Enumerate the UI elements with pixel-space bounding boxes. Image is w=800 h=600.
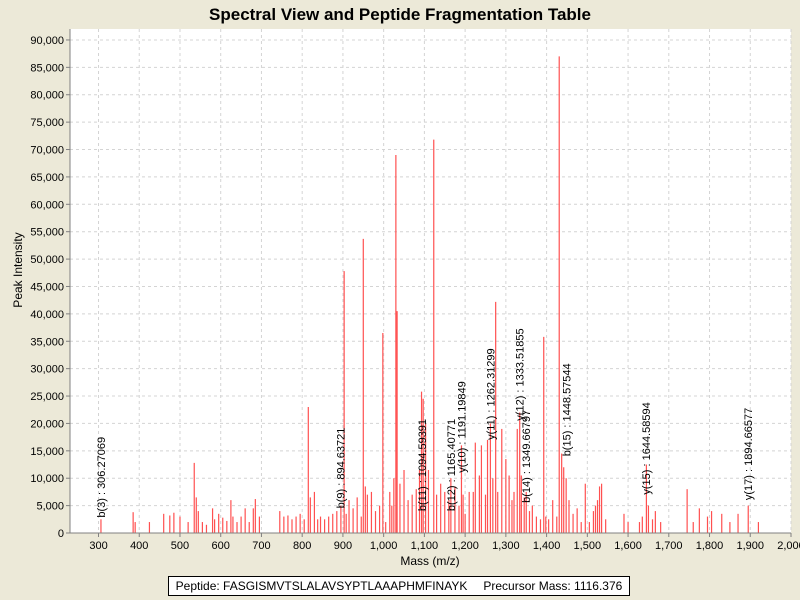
y-tick-label: 90,000	[30, 35, 64, 47]
x-tick-label: 1,600	[614, 540, 642, 552]
peaks	[100, 56, 760, 533]
peptide-info-box: Peptide: FASGISMVTSLALAVSYPTLAAAPHMFINAY…	[168, 576, 630, 596]
chart-title: Spectral View and Peptide Fragmentation …	[209, 5, 591, 24]
y-tick-label: 45,000	[30, 281, 64, 293]
y-tick-label: 15,000	[30, 446, 64, 458]
peptide-sequence: Peptide: FASGISMVTSLALAVSYPTLAAAPHMFINAY…	[175, 579, 468, 593]
fragment-annotation: b(9) : 894.63721	[336, 428, 348, 509]
grid-lines	[70, 29, 792, 533]
x-axis-label: Mass (m/z)	[400, 554, 459, 568]
y-tick-label: 25,000	[30, 391, 64, 403]
y-tick-label: 60,000	[30, 199, 64, 211]
x-tick-label: 400	[130, 540, 148, 552]
x-tick-label: 1,200	[451, 540, 479, 552]
y-tick-label: 35,000	[30, 336, 64, 348]
fragment-annotation: b(3) : 306.27069	[96, 437, 108, 518]
fragment-annotation: y(10) : 1191.19849	[457, 381, 469, 473]
y-tick-label: 70,000	[30, 145, 64, 157]
peak-annotations: b(3) : 306.27069 b(9) : 894.63721 b(11) : …	[96, 328, 755, 517]
x-tick-label: 1,000	[370, 540, 398, 552]
fragment-annotation: y(12) : 1333.51855	[515, 328, 527, 420]
x-tick-label: 1,400	[533, 540, 561, 552]
fragment-annotation: b(14) : 1349.66797	[521, 410, 533, 503]
fragment-annotation: b(15) : 1448.57544	[561, 363, 573, 456]
y-tick-label: 65,000	[30, 172, 64, 184]
fragment-annotation: b(12) : 1165.40771	[446, 419, 458, 511]
x-tick-label: 500	[171, 540, 189, 552]
x-tick-label: 2,000	[777, 540, 800, 552]
x-tick-label: 1,300	[492, 540, 520, 552]
x-tick-label: 300	[89, 540, 107, 552]
x-tick-label: 1,700	[655, 540, 683, 552]
fragment-annotation: y(15) : 1644.58594	[641, 402, 653, 494]
y-tick-label: 55,000	[30, 227, 64, 239]
y-tick-label: 80,000	[30, 90, 64, 102]
x-tick-label: 1,500	[574, 540, 602, 552]
y-tick-label: 20,000	[30, 418, 64, 430]
x-tick-label: 1,800	[696, 540, 724, 552]
y-tick-label: 40,000	[30, 309, 64, 321]
fragment-annotation: y(11) : 1262.31299	[486, 348, 498, 440]
y-tick-label: 50,000	[30, 254, 64, 266]
y-tick-label: 85,000	[30, 62, 64, 74]
y-tick-label: 30,000	[30, 364, 64, 376]
y-tick-label: 5,000	[36, 501, 64, 513]
y-tick-label: 10,000	[30, 473, 64, 485]
x-tick-label: 1,900	[736, 540, 764, 552]
x-tick-label: 800	[293, 540, 311, 552]
x-tick-label: 700	[252, 540, 270, 552]
fragment-annotation: b(11) : 1094.59391	[417, 419, 429, 511]
fragment-annotation: y(17) : 1894.66577	[743, 408, 755, 500]
x-tick-label: 1,100	[411, 540, 439, 552]
y-tick-label: 0	[58, 528, 64, 540]
y-tick-label: 75,000	[30, 117, 64, 129]
precursor-mass: Precursor Mass: 1116.376	[483, 579, 623, 593]
plot-area	[70, 29, 791, 533]
y-axis-label: Peak Intensity	[11, 232, 25, 307]
x-tick-label: 900	[334, 540, 352, 552]
axes: 0 5,000 10,000 15,000 20,000 25,000 30,000 35,0…	[30, 29, 800, 552]
x-tick-label: 600	[212, 540, 230, 552]
